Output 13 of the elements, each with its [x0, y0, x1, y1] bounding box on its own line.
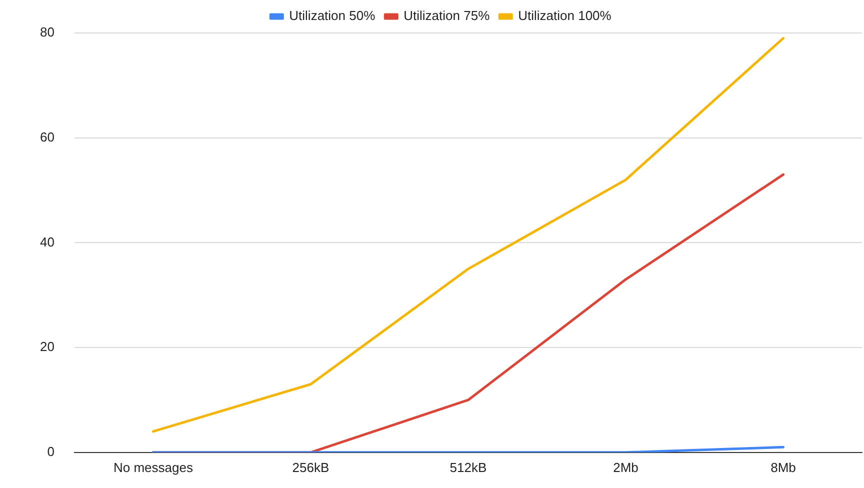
legend-label: Utilization 75%	[404, 8, 490, 24]
legend-label: Utilization 100%	[518, 8, 612, 24]
x-tick-label: 2Mb	[613, 460, 638, 475]
y-tick-label: 0	[47, 444, 54, 459]
x-tick-label: 512kB	[450, 460, 487, 475]
legend-label: Utilization 50%	[289, 8, 376, 24]
y-tick-label: 80	[40, 24, 54, 40]
x-tick-label: No messages	[113, 460, 194, 475]
y-tick-label: 40	[40, 234, 54, 250]
y-tick-label: 20	[40, 339, 54, 354]
x-tick-label: 256kB	[292, 460, 330, 475]
x-tick-label: 8Mb	[770, 460, 796, 475]
y-tick-label: 60	[40, 129, 54, 144]
